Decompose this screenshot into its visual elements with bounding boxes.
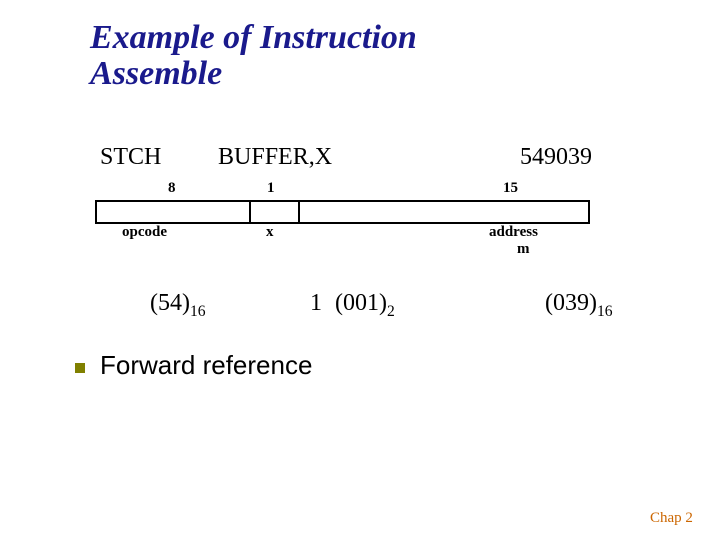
field-sublabel: m [517, 241, 530, 258]
instr-mnemonic: STCH [100, 144, 161, 171]
bit-label: 1 [267, 180, 275, 197]
field-label: x [266, 224, 274, 241]
instr-operand: BUFFER,X [218, 144, 332, 171]
format-table [95, 200, 590, 224]
value-opcode: (54)16 [150, 290, 206, 321]
field-label: address [489, 224, 538, 241]
format-cell [250, 201, 299, 223]
instr-encoding: 549039 [520, 144, 592, 171]
bullet-icon [75, 363, 85, 373]
value-xbit: 1 [310, 290, 322, 317]
slide-title: Example of Instruction Assemble [90, 20, 417, 91]
format-cell [96, 201, 250, 223]
field-label: opcode [122, 224, 167, 241]
bit-label: 8 [168, 180, 176, 197]
bit-label: 15 [503, 180, 518, 197]
title-line1: Example of Instruction [90, 19, 417, 56]
value-full: (039)16 [545, 290, 613, 321]
value-addr: (001)2 [335, 290, 395, 321]
title-line2: Assemble [90, 55, 222, 92]
format-diagram: 8115 opcodexaddressm [95, 200, 590, 224]
footer-text: Chap 2 [650, 510, 693, 527]
bullet-text: Forward reference [100, 350, 312, 381]
format-cell [299, 201, 589, 223]
